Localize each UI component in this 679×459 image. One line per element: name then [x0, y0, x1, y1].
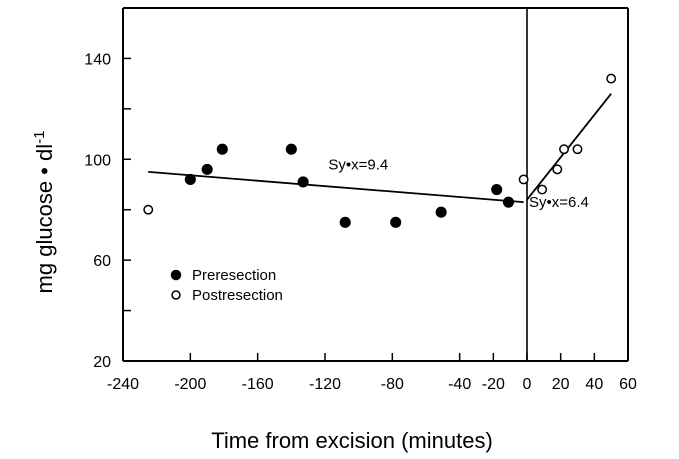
tick-marks	[122, 57, 629, 362]
x-tick-label: -240	[107, 376, 139, 393]
x-tick-label: -160	[242, 376, 274, 393]
postresection-point	[572, 144, 583, 155]
fit-annotation: Sy•x=9.4	[328, 156, 388, 173]
legend-marker	[170, 269, 182, 281]
postresection-point	[143, 204, 154, 215]
x-tick-label: -80	[381, 376, 404, 393]
preresection-point	[297, 176, 309, 188]
preresection-point	[216, 143, 228, 155]
y-axis-title-unit: dl	[32, 144, 57, 161]
preresection-point	[491, 183, 503, 196]
annotations: Sy•x=9.4 Sy•x=6.4	[328, 156, 589, 211]
x-tick-label: -200	[174, 376, 206, 393]
postresection-point	[537, 184, 548, 195]
x-tick-label: -20	[482, 376, 505, 393]
y-axis-title-main: mg glucose	[32, 181, 57, 294]
x-axis-title: Time from excision (minutes)	[211, 428, 493, 453]
legend-label: Preresection	[192, 267, 276, 284]
fit-annotation: Sy•x=6.4	[529, 194, 589, 211]
preresection-point	[502, 196, 515, 208]
postresection-point	[606, 73, 617, 84]
postresection-point	[559, 144, 569, 155]
preresection-point	[285, 143, 297, 155]
preresection-point	[339, 216, 351, 228]
legend-marker	[171, 290, 181, 300]
y-axis-title-dot: •	[32, 161, 57, 181]
data-points	[143, 73, 617, 228]
postresection-point	[552, 164, 563, 175]
x-tick-label: 40	[585, 376, 603, 393]
preresection-point	[390, 216, 402, 228]
x-tick-label: 60	[619, 376, 637, 393]
y-tick-label: 140	[84, 51, 111, 68]
axes	[122, 7, 629, 362]
y-tick-label: 60	[93, 253, 111, 270]
regression-line-2	[526, 93, 612, 201]
x-tick-label: 20	[552, 376, 570, 393]
y-axis-title: mg glucose • dl-1	[31, 131, 58, 294]
preresection-point	[435, 206, 447, 218]
y-axis-title-exponent: -1	[31, 131, 48, 144]
legend: Preresection Postresection	[170, 267, 283, 304]
x-tick-label: -40	[448, 376, 471, 393]
tick-labels: -240 -200 -160 -120 -80 -40 -20 0 20 40 6020601001…	[84, 51, 637, 393]
x-tick-label: -120	[309, 376, 341, 393]
regression-line-1	[148, 170, 524, 204]
y-tick-label: 20	[93, 354, 111, 371]
x-tick-label: 0	[523, 376, 532, 393]
preresection-point	[201, 163, 213, 175]
y-tick-label: 100	[84, 152, 111, 169]
postresection-point	[518, 174, 529, 185]
preresection-point	[184, 173, 196, 186]
fit-lines	[148, 93, 612, 204]
legend-label: Postresection	[192, 287, 283, 304]
